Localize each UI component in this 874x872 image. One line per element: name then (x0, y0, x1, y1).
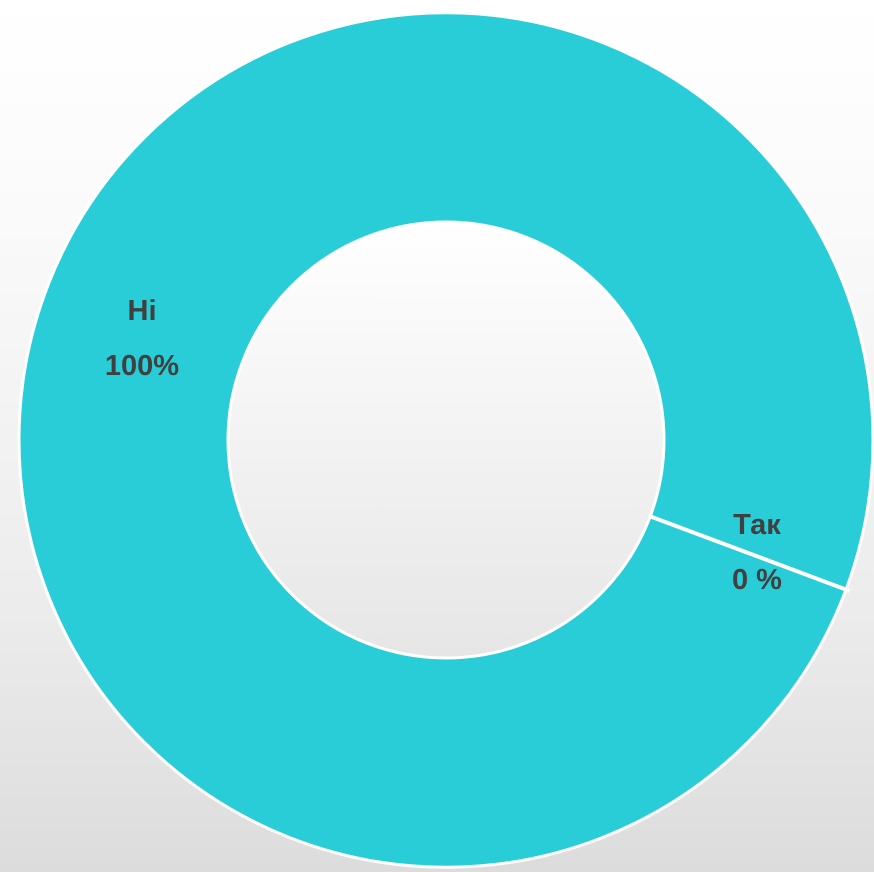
label-tak-value: 0 % (732, 564, 782, 596)
slice-separator (649, 514, 851, 593)
label-ni-value: 100% (105, 350, 179, 382)
label-ni-name: Ні (128, 295, 157, 327)
donut-hole (226, 220, 666, 660)
label-tak-name: Так (733, 509, 781, 541)
